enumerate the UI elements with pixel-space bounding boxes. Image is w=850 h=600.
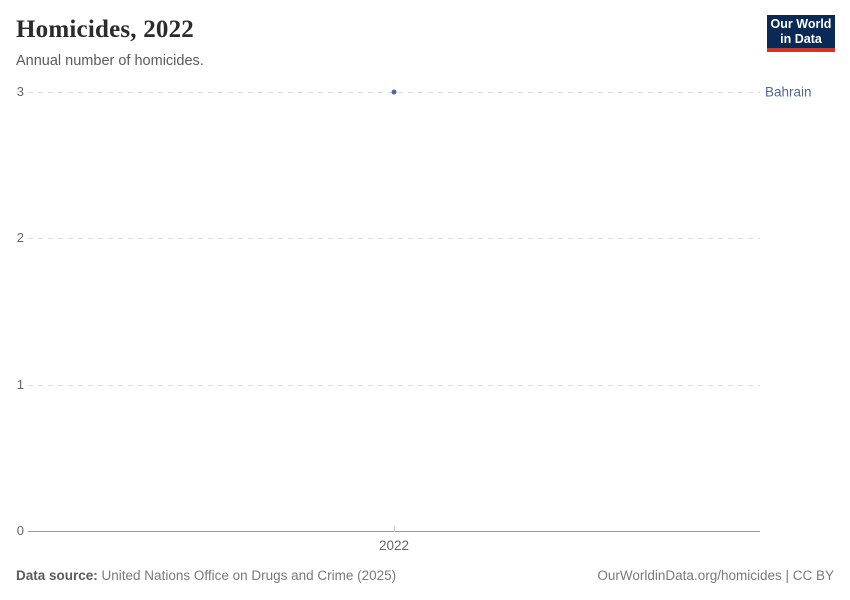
chart-footer: Data source: United Nations Office on Dr… [16,568,834,583]
y-tick-label: 3 [16,84,24,99]
y-tick-label: 2 [16,230,24,245]
chart-subtitle: Annual number of homicides. [16,53,204,69]
data-source: Data source: United Nations Office on Dr… [16,568,396,583]
data-source-text: United Nations Office on Drugs and Crime… [97,568,397,583]
data-point-bahrain[interactable] [391,89,397,95]
data-source-label: Data source: [16,568,98,583]
y-tick-label: 1 [16,377,24,392]
owid-logo[interactable]: Our World in Data [767,15,835,52]
x-tick-mark [394,526,395,532]
x-tick-label: 2022 [378,538,410,553]
gridline [28,238,760,239]
owid-logo-line2: in Data [780,31,822,46]
entity-label-bahrain[interactable]: Bahrain [765,84,812,100]
owid-logo-line1: Our World [770,16,832,31]
attribution[interactable]: OurWorldinData.org/homicides | CC BY [597,568,834,583]
chart-title: Homicides, 2022 [16,16,194,43]
y-tick-label: 0 [16,523,24,538]
gridline [28,385,760,386]
